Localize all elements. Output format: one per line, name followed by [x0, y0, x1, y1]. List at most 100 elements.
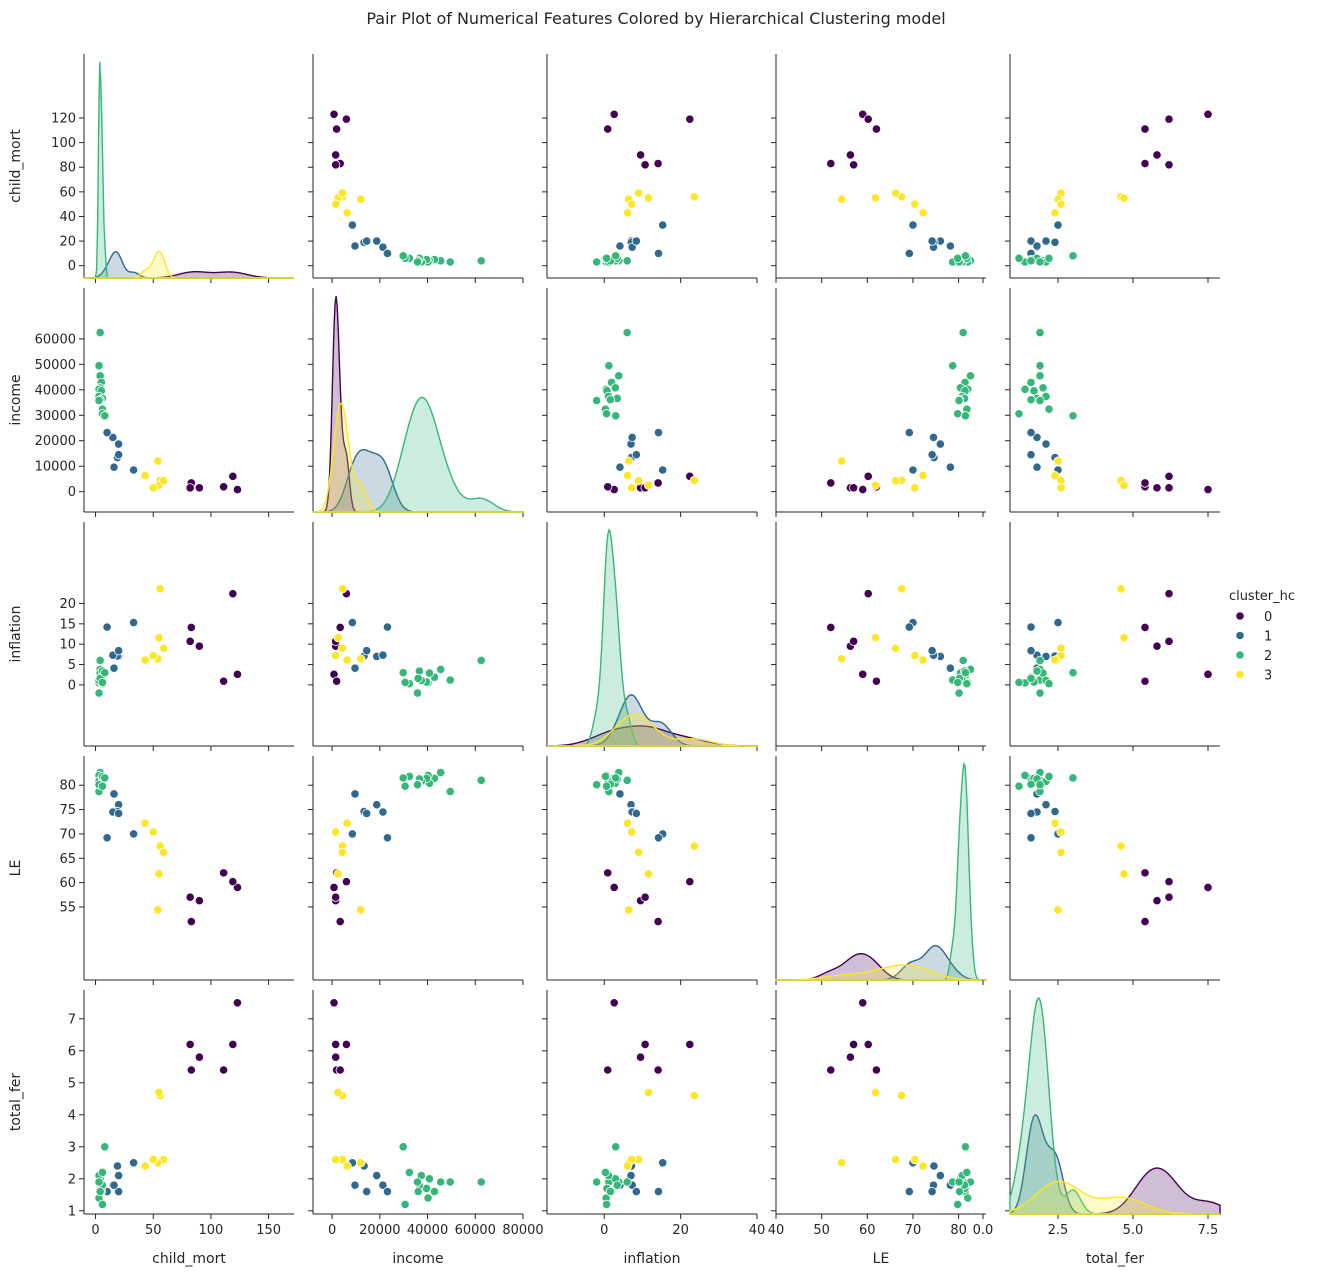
point-cluster-2 — [445, 1177, 455, 1187]
x-tick-label: 7.5 — [1198, 1223, 1219, 1238]
point-cluster-2 — [1035, 780, 1045, 790]
point-cluster-3 — [837, 654, 847, 664]
point-cluster-3 — [342, 1161, 352, 1171]
point-cluster-3 — [356, 654, 366, 664]
point-cluster-1 — [1053, 617, 1063, 628]
point-cluster-2 — [95, 1187, 105, 1197]
point-cluster-3 — [342, 208, 352, 218]
point-cluster-3 — [342, 818, 352, 828]
point-cluster-2 — [1026, 377, 1036, 388]
point-cluster-0 — [849, 1039, 859, 1050]
point-cluster-1 — [627, 432, 637, 443]
point-cluster-1 — [904, 1187, 914, 1197]
point-cluster-0 — [826, 1065, 836, 1075]
point-cluster-2 — [605, 1187, 615, 1197]
point-cluster-3 — [159, 476, 169, 486]
point-cluster-0 — [335, 622, 345, 633]
point-cluster-2 — [1068, 251, 1078, 261]
point-cluster-0 — [858, 669, 868, 679]
point-cluster-2 — [1032, 666, 1042, 676]
point-cluster-2 — [445, 786, 455, 797]
point-cluster-0 — [1164, 892, 1174, 902]
point-cluster-2 — [1014, 677, 1024, 688]
point-cluster-3 — [910, 483, 920, 493]
point-cluster-0 — [653, 158, 663, 169]
point-cluster-2 — [94, 1177, 104, 1187]
point-cluster-2 — [1035, 257, 1045, 267]
point-cluster-1 — [904, 427, 914, 438]
point-cluster-1 — [350, 789, 360, 799]
point-cluster-0 — [1203, 669, 1213, 679]
point-cluster-2 — [1035, 327, 1045, 338]
y-axis-label: total_fer — [8, 1073, 24, 1132]
point-cluster-0 — [341, 114, 352, 124]
point-cluster-2 — [476, 1177, 486, 1187]
point-cluster-3 — [1056, 199, 1066, 209]
point-cluster-0 — [609, 882, 619, 893]
point-cluster-2 — [412, 1177, 423, 1187]
x-tick-label: 50 — [813, 1223, 830, 1238]
point-cluster-3 — [148, 483, 158, 493]
point-cluster-0 — [1140, 868, 1150, 878]
point-cluster-2 — [592, 395, 602, 406]
point-cluster-3 — [337, 847, 347, 858]
x-tick-label: 80 — [950, 1223, 967, 1238]
point-cluster-1 — [102, 833, 112, 843]
point-cluster-3 — [154, 869, 164, 879]
point-cluster-2 — [960, 1142, 971, 1152]
legend-label-1: 1 — [1264, 630, 1272, 645]
point-cluster-1 — [904, 248, 914, 258]
point-cluster-0 — [1203, 109, 1213, 119]
x-tick-label: 40000 — [407, 1223, 448, 1238]
x-tick-label: 2.5 — [1048, 1223, 1069, 1238]
legend-label-2: 2 — [1264, 649, 1272, 664]
point-cluster-0 — [186, 1065, 196, 1075]
point-cluster-2 — [601, 781, 612, 791]
point-cluster-0 — [341, 1039, 352, 1050]
point-cluster-3 — [337, 643, 347, 653]
point-cluster-0 — [1164, 589, 1174, 599]
y-tick-label: 6 — [68, 1044, 76, 1059]
point-cluster-2 — [953, 677, 963, 688]
y-tick-label: 50000 — [35, 358, 76, 373]
point-cluster-1 — [109, 1180, 119, 1190]
point-cluster-1 — [927, 236, 937, 246]
panel-LE-vs-total_fer — [982, 756, 1220, 985]
x-tick-label: 50 — [145, 1223, 162, 1238]
point-cluster-1 — [904, 622, 914, 632]
point-cluster-3 — [153, 456, 163, 466]
x-tick-label: 0 — [328, 1223, 336, 1238]
point-cluster-3 — [1056, 827, 1066, 837]
panel-grid: 020406080100120child_mort010000200003000… — [8, 54, 1221, 1267]
point-cluster-3 — [627, 827, 637, 837]
point-cluster-2 — [400, 1199, 410, 1210]
point-cluster-1 — [927, 646, 937, 656]
panel-income-vs-inflation — [542, 288, 758, 517]
panel-total_fer-vs-LE: 40 50 60 70 80 LE — [768, 990, 986, 1267]
panel-child_mort-vs-income — [308, 54, 524, 283]
point-cluster-1 — [945, 663, 955, 673]
point-cluster-3 — [1119, 193, 1129, 203]
point-cluster-3 — [154, 633, 164, 643]
y-tick-label: 3 — [68, 1140, 76, 1155]
point-cluster-2 — [960, 668, 971, 678]
point-cluster-2 — [604, 361, 614, 371]
point-cluster-3 — [837, 194, 847, 204]
point-cluster-0 — [1140, 124, 1150, 134]
point-cluster-2 — [398, 668, 408, 678]
point-cluster-2 — [97, 1199, 108, 1210]
point-cluster-0 — [635, 1052, 646, 1062]
point-cluster-2 — [400, 781, 410, 791]
point-cluster-3 — [870, 480, 881, 490]
point-cluster-3 — [910, 199, 920, 209]
panel-LE-vs-LE — [771, 756, 987, 985]
point-cluster-2 — [94, 688, 104, 698]
point-cluster-3 — [333, 1087, 343, 1098]
point-cluster-2 — [100, 668, 110, 678]
point-cluster-0 — [329, 109, 339, 119]
point-cluster-1 — [109, 663, 119, 673]
panel-total_fer-vs-inflation: 0 20 40 inflation — [542, 990, 765, 1267]
y-tick-label: 10000 — [35, 460, 76, 475]
point-cluster-3 — [331, 650, 341, 661]
point-cluster-2 — [1026, 395, 1036, 405]
